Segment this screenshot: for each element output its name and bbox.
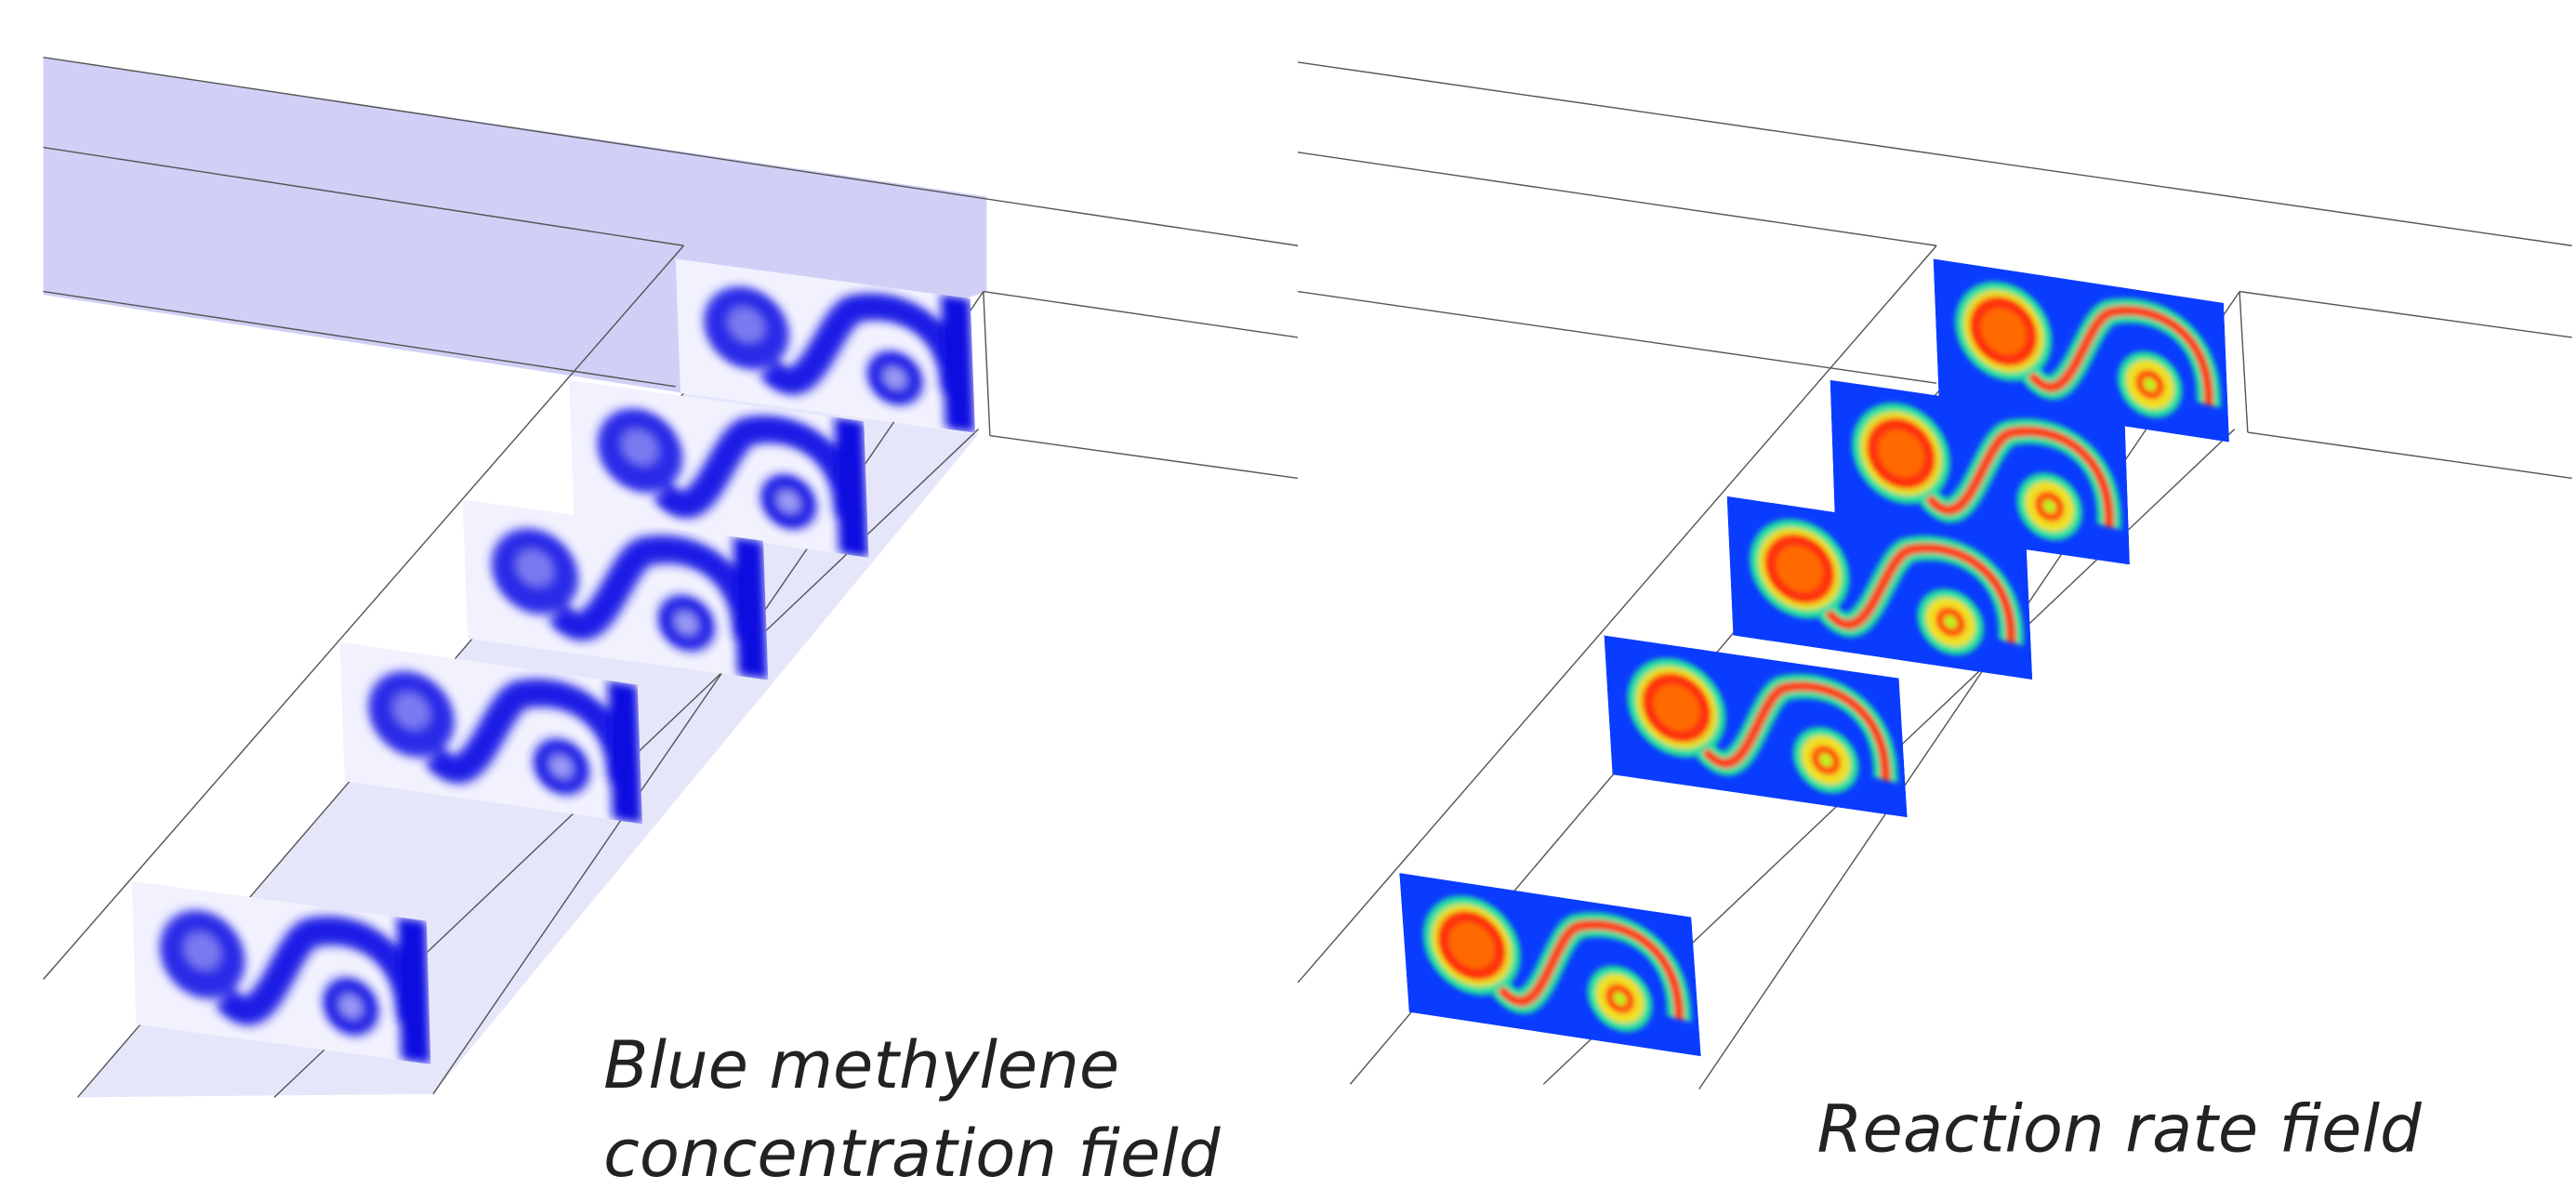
edge [2248,432,2572,478]
edge [990,436,1298,479]
edge [984,292,990,436]
edge [1298,292,1936,384]
right-panel: Reaction rate field [1298,62,2572,1168]
slice [1399,873,1700,1056]
figure: Blue methylene concentration field React… [0,0,2576,1189]
caption: concentration field [603,1116,1222,1189]
edge [984,292,1298,337]
slice [1605,636,1908,818]
edge [1298,152,1936,245]
edge [1298,62,2572,245]
page: Blue methylene concentration field React… [0,0,2576,1189]
left-panel: Blue methylene concentration field [44,58,1298,1189]
caption: Blue methylene [603,1027,1119,1103]
edge [2239,292,2572,337]
edge [2239,292,2248,433]
caption: Reaction rate field [1817,1090,2423,1167]
